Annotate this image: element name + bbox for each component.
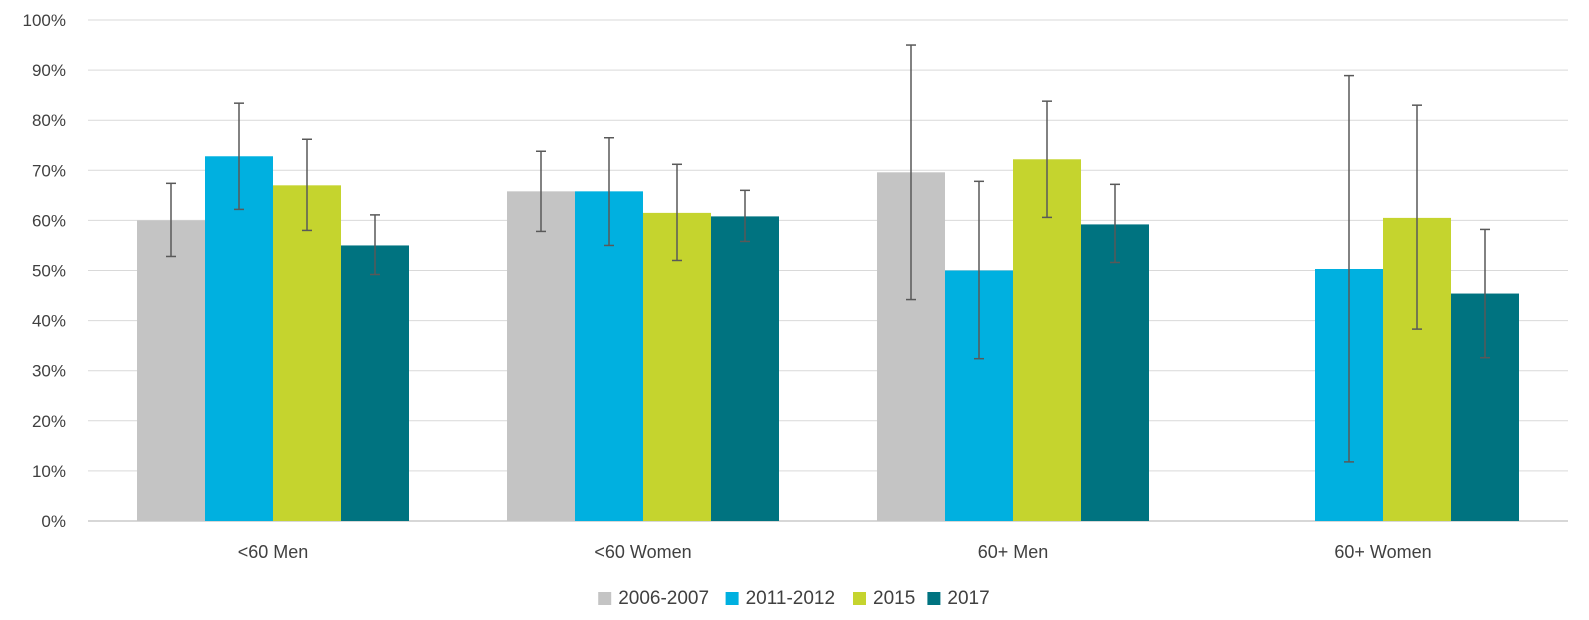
error-bar-2015-<60 Men [302, 138, 312, 232]
error-bar-2015-<60 Women [672, 163, 682, 262]
y-tick-label: 90% [32, 61, 66, 80]
bars [137, 156, 1519, 522]
y-tick-label: 0% [41, 512, 66, 531]
legend-label: 2017 [947, 588, 989, 609]
error-bar-2006-2007-<60 Women [536, 150, 546, 233]
error-bar-2011-2012-<60 Men [234, 102, 244, 211]
bar-2006-2007-<60 Women [507, 191, 575, 522]
bar-2017-60+ Men [1081, 224, 1149, 521]
y-tick-label: 30% [32, 362, 66, 381]
legend-item: 2015 [853, 588, 915, 609]
y-tick-label: 20% [32, 412, 66, 431]
y-tick-label: 80% [32, 111, 66, 130]
error-bar-2011-2012-60+ Men [974, 180, 984, 360]
bar-2015-<60 Women [643, 212, 711, 521]
y-tick-label: 40% [32, 312, 66, 331]
error-bar-2015-60+ Men [1042, 100, 1052, 219]
legend-label: 2011-2012 [746, 588, 835, 609]
category-label: 60+ Women [1334, 542, 1431, 562]
bar-2011-2012-<60 Men [205, 156, 273, 521]
legend-swatch [927, 592, 941, 605]
error-bar-2015-60+ Women [1412, 104, 1422, 330]
bar-2011-2012-<60 Women [575, 191, 643, 522]
legend-swatch [853, 592, 866, 605]
bar-2015-<60 Men [273, 185, 341, 521]
bar-2015-60+ Men [1013, 159, 1081, 521]
y-tick-label: 70% [32, 161, 66, 180]
category-label: 60+ Men [978, 542, 1049, 562]
error-bar-2011-2012-<60 Women [604, 136, 614, 247]
legend-item: 2017 [927, 588, 990, 609]
error-bars [166, 44, 1490, 463]
bar-2006-2007-<60 Men [137, 220, 205, 521]
bar-2017-<60 Women [711, 216, 779, 521]
legend-item: 2006-2007 [598, 588, 709, 609]
legend-item: 2011-2012 [725, 588, 835, 609]
error-bar-2006-2007-<60 Men [166, 182, 176, 258]
y-tick-label: 60% [32, 211, 66, 230]
y-tick-label: 100% [23, 11, 66, 30]
legend-swatch [725, 592, 739, 605]
x-axis-categories: <60 Men <60 Women 60+ Men 60+ Women [238, 542, 1432, 562]
error-bar-2017-<60 Women [740, 189, 750, 243]
legend-label: 2006-2007 [618, 588, 709, 609]
category-label: <60 Men [238, 542, 309, 562]
error-bar-2017-<60 Men [370, 214, 380, 276]
y-tick-label: 50% [32, 262, 66, 281]
y-tick-label: 10% [32, 462, 66, 481]
error-bar-2006-2007-60+ Men [906, 44, 916, 301]
legend: 2006-2007 2011-2012 2015 2017 [598, 588, 990, 609]
legend-swatch [598, 592, 612, 605]
y-axis-ticks: 0% 10% 20% 30% 40% 50% 60% 70% 80% 90% 100% [23, 11, 66, 531]
error-bar-2017-60+ Men [1110, 183, 1120, 264]
bar-2017-<60 Men [341, 245, 409, 521]
legend-label: 2015 [873, 588, 915, 609]
error-bar-2011-2012-60+ Women [1344, 74, 1354, 463]
category-label: <60 Women [594, 542, 691, 562]
error-bar-2017-60+ Women [1480, 228, 1490, 359]
